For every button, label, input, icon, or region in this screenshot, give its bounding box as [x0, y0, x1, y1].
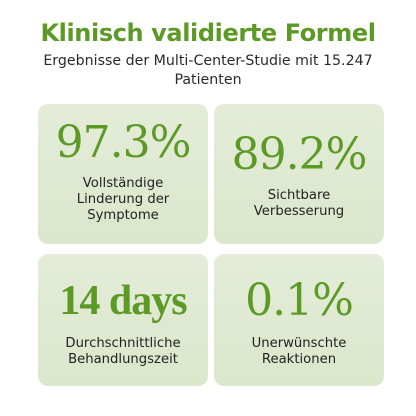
stat-label-line2: Reaktionen [261, 352, 337, 367]
stat-label-line1: Unerwünschte [251, 336, 347, 351]
stat-card-treatment-time: 14 days Durchschnittliche Behandlungszei… [38, 254, 208, 386]
stat-label-line2: Behandlungszeit [68, 352, 178, 367]
page-subtitle: Ergebnisse der Multi-Center-Studie mit 1… [43, 53, 373, 88]
stat-card-adverse-reactions: 0.1% Unerwünschte Reaktionen [214, 254, 384, 386]
stat-label-line3: Symptome [87, 208, 159, 223]
stat-label-line2: Verbesserung [253, 204, 345, 219]
stat-value: 0.1% [245, 275, 354, 326]
stat-label-line1: Sichtbare [267, 188, 331, 203]
stat-card-symptom-relief: 97.3% Vollständige Linderung der Symptom… [38, 104, 208, 244]
stat-label-line1: Durchschnittliche [65, 336, 181, 351]
stat-value: 14 days [59, 278, 187, 324]
stat-value: 97.3% [55, 117, 192, 168]
stat-label-line1: Vollständige [82, 176, 164, 191]
stat-label-line2: Linderung der [76, 192, 170, 207]
stat-card-visible-improvement: 89.2% Sichtbare Verbesserung [214, 104, 384, 244]
page-title: Klinisch validierte Formel [40, 19, 376, 47]
stat-value: 89.2% [231, 129, 368, 180]
